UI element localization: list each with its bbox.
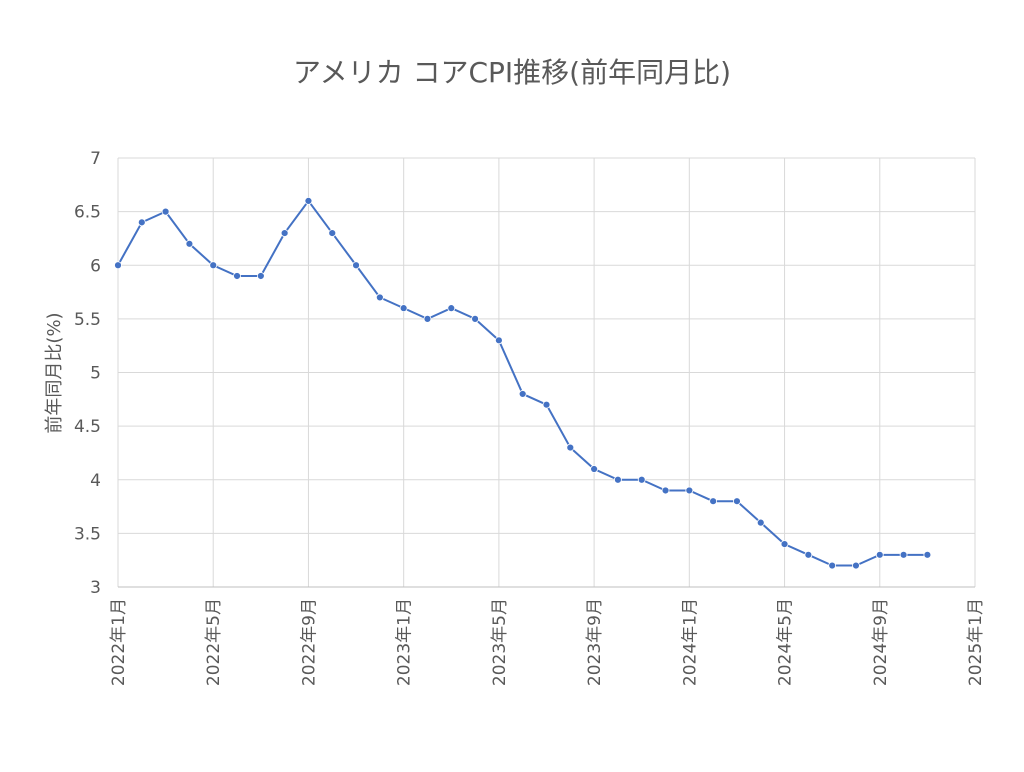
- series-line: [117, 199, 928, 567]
- data-point: [209, 261, 218, 270]
- data-point: [709, 497, 718, 506]
- data-point: [233, 272, 241, 280]
- x-tick-label: 2022年9月: [299, 598, 319, 686]
- data-point: [280, 229, 289, 237]
- y-tick-label: 6: [90, 256, 101, 276]
- data-point: [780, 540, 789, 548]
- y-tick-label: 3.5: [74, 524, 101, 544]
- data-point: [185, 239, 194, 248]
- y-tick-label: 4: [90, 471, 101, 491]
- x-tick-label: 2024年1月: [680, 598, 700, 686]
- chart-title: アメリカ コアCPI推移(前年同月比): [293, 56, 731, 89]
- data-point: [923, 550, 932, 559]
- data-point: [375, 293, 384, 302]
- x-tick-label: 2022年1月: [109, 598, 129, 686]
- data-point: [899, 550, 908, 559]
- data-point: [518, 390, 527, 398]
- data-point: [494, 336, 503, 345]
- x-tick-label: 2023年5月: [490, 598, 510, 686]
- data-point: [423, 314, 432, 323]
- data-point: [661, 486, 670, 495]
- data-point: [852, 561, 860, 570]
- data-point: [590, 465, 599, 473]
- x-tick-label: 2023年9月: [585, 598, 605, 686]
- data-point: [304, 196, 313, 205]
- data-point: [352, 261, 360, 270]
- y-tick-label: 3: [90, 578, 101, 598]
- data-point: [875, 550, 884, 559]
- data-point: [756, 518, 765, 527]
- data-point: [471, 314, 479, 323]
- data-point: [399, 304, 408, 313]
- data-point: [685, 486, 694, 495]
- data-point: [828, 561, 837, 570]
- data-point: [733, 497, 741, 506]
- x-tick-label: 2024年5月: [776, 598, 796, 686]
- y-tick-label: 5: [90, 364, 101, 384]
- data-point: [637, 475, 646, 484]
- y-tick-label: 5.5: [74, 310, 101, 330]
- x-tick-label: 2023年1月: [395, 598, 415, 686]
- data-point: [447, 304, 456, 313]
- x-tick-label: 2024年9月: [871, 598, 891, 686]
- data-point: [614, 475, 622, 484]
- data-point: [804, 550, 813, 559]
- x-tick-label: 2025年1月: [966, 598, 986, 686]
- y-axis-label: 前年同月比(%): [44, 312, 65, 433]
- y-tick-label: 6.5: [74, 203, 101, 223]
- y-tick-label: 7: [90, 149, 101, 169]
- data-point: [542, 400, 551, 409]
- data-point: [137, 218, 146, 227]
- x-tick-label: 2022年5月: [204, 598, 224, 686]
- data-point: [566, 443, 575, 452]
- data-point: [161, 207, 170, 216]
- data-point: [328, 229, 337, 237]
- y-tick-label: 4.5: [74, 417, 101, 437]
- data-point: [256, 272, 265, 280]
- data-point: [114, 261, 122, 270]
